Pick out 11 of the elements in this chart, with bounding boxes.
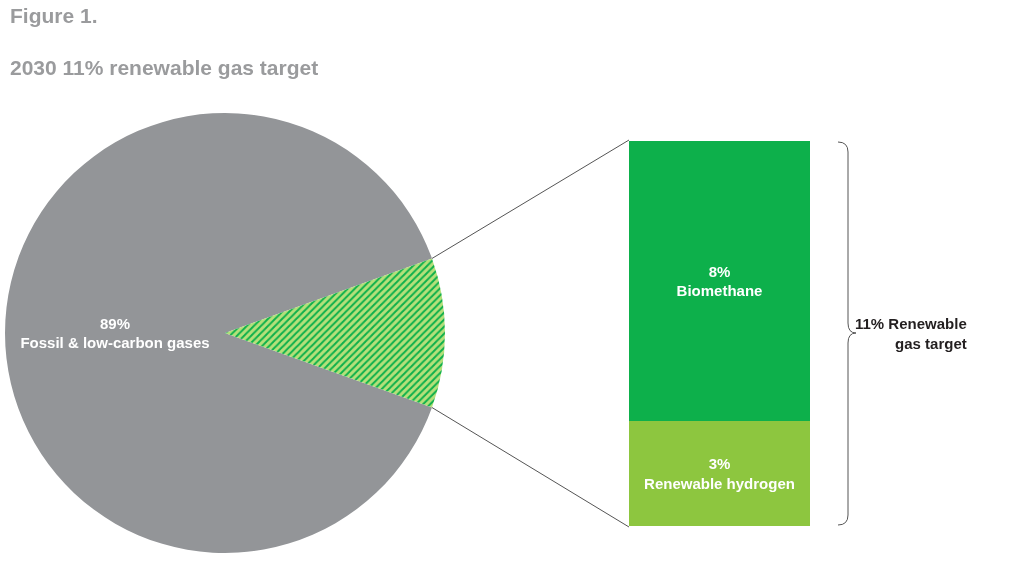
chart-title: Figure 1. bbox=[10, 3, 98, 27]
slice-label: Fossil & low-carbon gases bbox=[20, 334, 210, 352]
text: 11% Renewable gas target bbox=[855, 315, 967, 352]
series-label: Renewable hydrogen bbox=[644, 474, 795, 492]
pie-slice bbox=[225, 258, 445, 408]
data-label: 8% bbox=[708, 262, 731, 280]
pie-slice bbox=[5, 113, 432, 553]
data-label: 89% bbox=[99, 314, 131, 332]
series-label: Biomethane bbox=[676, 282, 763, 300]
chart-subtitle: 2030 11% renewable gas target bbox=[10, 56, 319, 79]
data-label: 3% bbox=[708, 455, 731, 473]
